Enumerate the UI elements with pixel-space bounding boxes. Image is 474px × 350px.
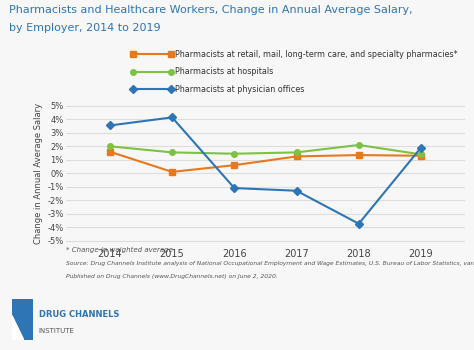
Text: * Change in weighted average: * Change in weighted average — [66, 247, 173, 253]
Text: Pharmacists at hospitals: Pharmacists at hospitals — [175, 67, 273, 76]
Text: Published on Drug Channels (www.DrugChannels.net) on June 2, 2020.: Published on Drug Channels (www.DrugChan… — [66, 274, 278, 279]
Text: Source: Drug Channels Institute analysis of National Occupational Employment and: Source: Drug Channels Institute analysis… — [66, 261, 474, 266]
Text: Pharmacists and Healthcare Workers, Change in Annual Average Salary,: Pharmacists and Healthcare Workers, Chan… — [9, 5, 413, 15]
Text: by Employer, 2014 to 2019: by Employer, 2014 to 2019 — [9, 23, 161, 33]
Text: Pharmacists at physician offices: Pharmacists at physician offices — [175, 85, 305, 94]
Text: Pharmacists at retail, mail, long-term care, and specialty pharmacies*: Pharmacists at retail, mail, long-term c… — [175, 50, 458, 59]
Text: DRUG CHANNELS: DRUG CHANNELS — [39, 310, 119, 319]
Polygon shape — [12, 315, 24, 340]
Y-axis label: Change in Annual Average Salary: Change in Annual Average Salary — [34, 103, 43, 244]
Text: INSTITUTE: INSTITUTE — [39, 328, 75, 334]
